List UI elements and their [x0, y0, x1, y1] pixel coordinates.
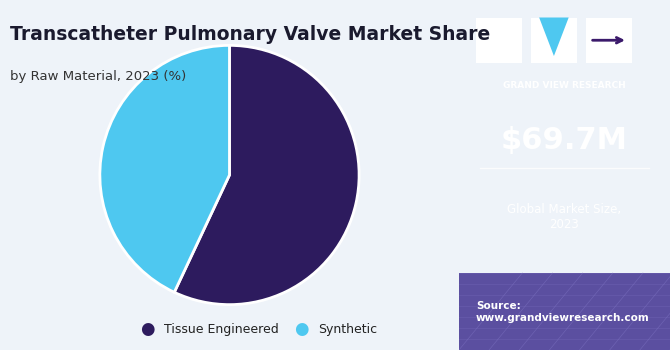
Text: $69.7M: $69.7M	[501, 126, 628, 154]
Text: GRAND VIEW RESEARCH: GRAND VIEW RESEARCH	[503, 80, 626, 90]
FancyBboxPatch shape	[459, 273, 670, 350]
Polygon shape	[539, 18, 569, 56]
Wedge shape	[100, 46, 230, 292]
Text: Source:
www.grandviewresearch.com: Source: www.grandviewresearch.com	[476, 301, 650, 323]
Text: ●: ●	[294, 320, 309, 338]
FancyBboxPatch shape	[476, 18, 523, 63]
FancyBboxPatch shape	[586, 18, 632, 63]
FancyBboxPatch shape	[531, 18, 577, 63]
Text: by Raw Material, 2023 (%): by Raw Material, 2023 (%)	[10, 70, 186, 83]
Text: ●: ●	[140, 320, 155, 338]
Text: Tissue Engineered: Tissue Engineered	[164, 322, 279, 336]
Wedge shape	[174, 46, 359, 304]
Text: Global Market Size,
2023: Global Market Size, 2023	[507, 203, 622, 231]
Text: Synthetic: Synthetic	[318, 322, 377, 336]
Text: Transcatheter Pulmonary Valve Market Share: Transcatheter Pulmonary Valve Market Sha…	[10, 25, 490, 43]
